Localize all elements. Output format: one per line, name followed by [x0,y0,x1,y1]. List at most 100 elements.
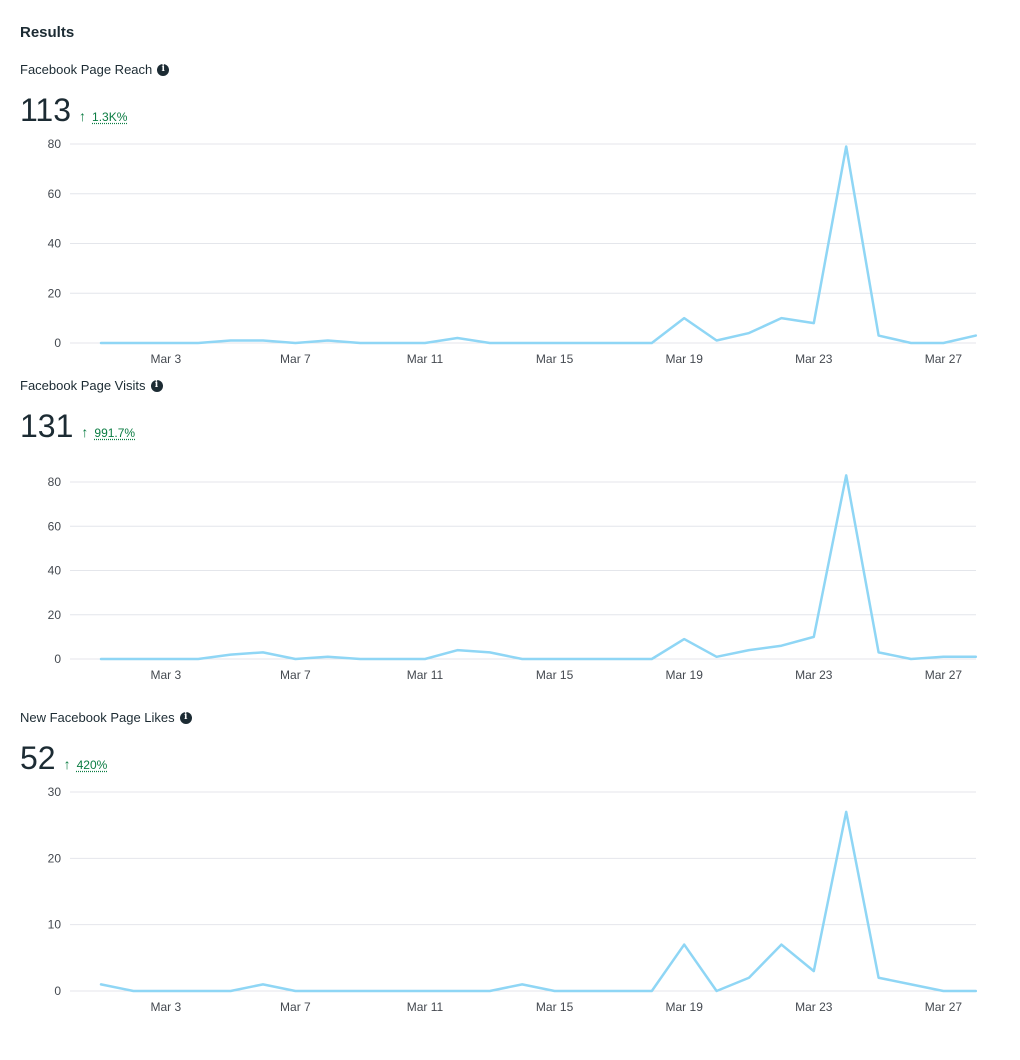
data-point[interactable] [973,654,979,660]
data-point[interactable] [487,649,493,655]
data-point[interactable] [876,333,882,339]
data-point[interactable] [487,340,493,346]
data-point[interactable] [584,656,590,662]
data-point[interactable] [519,340,525,346]
data-point[interactable] [422,340,428,346]
data-point[interactable] [746,647,752,653]
data-point[interactable] [228,338,234,344]
change-percent[interactable]: 991.7% [94,426,136,440]
data-point[interactable] [98,340,104,346]
data-point[interactable] [746,330,752,336]
data-point[interactable] [260,338,266,344]
data-point[interactable] [908,981,914,987]
data-point[interactable] [260,981,266,987]
data-point[interactable] [454,988,460,994]
data-point[interactable] [228,988,234,994]
data-point[interactable] [811,320,817,326]
data-point[interactable] [454,647,460,653]
data-point[interactable] [292,988,298,994]
data-point[interactable] [130,988,136,994]
data-point[interactable] [552,340,558,346]
data-point[interactable] [778,942,784,948]
data-point[interactable] [552,988,558,994]
data-point[interactable] [876,649,882,655]
data-point[interactable] [519,656,525,662]
data-point[interactable] [130,340,136,346]
data-point[interactable] [778,643,784,649]
data-point[interactable] [973,333,979,339]
data-point[interactable] [616,340,622,346]
data-point[interactable] [616,988,622,994]
data-point[interactable] [195,656,201,662]
data-point[interactable] [357,656,363,662]
data-point[interactable] [649,340,655,346]
data-point[interactable] [811,968,817,974]
data-point[interactable] [843,472,849,478]
x-tick-label: Mar 15 [536,1000,574,1014]
data-point[interactable] [260,649,266,655]
visits-line-chart[interactable]: 0 20 40 60 80 Mar 3 Mar 7 Mar 11 Mar 15 Mar 19 Mar… [0,450,1020,686]
data-point[interactable] [843,143,849,149]
reach-line-chart[interactable]: 0 20 40 60 80 Mar 3 Mar 7 Mar 11 Mar 15 Mar 19 Mar… [0,134,1020,370]
x-tick-label: Mar 3 [150,352,181,366]
change-percent[interactable]: 1.3K% [92,110,128,124]
data-point[interactable] [584,340,590,346]
data-point[interactable] [778,315,784,321]
data-point[interactable] [390,656,396,662]
data-point[interactable] [681,636,687,642]
data-point[interactable] [973,988,979,994]
data-point[interactable] [876,975,882,981]
data-point[interactable] [649,656,655,662]
x-tick-label: Mar 27 [925,352,963,366]
data-point[interactable] [649,988,655,994]
data-point[interactable] [98,981,104,987]
data-point[interactable] [746,975,752,981]
info-icon[interactable]: i [157,63,170,76]
data-point[interactable] [843,809,849,815]
data-point[interactable] [163,656,169,662]
data-point[interactable] [325,654,331,660]
data-point[interactable] [908,656,914,662]
data-point[interactable] [195,340,201,346]
data-point[interactable] [422,988,428,994]
data-point[interactable] [228,652,234,658]
data-point[interactable] [681,315,687,321]
data-point[interactable] [714,338,720,344]
data-point[interactable] [714,988,720,994]
data-point[interactable] [422,656,428,662]
info-icon[interactable]: i [179,711,192,724]
data-point[interactable] [714,654,720,660]
data-point[interactable] [454,335,460,341]
data-point[interactable] [357,340,363,346]
likes-line-chart[interactable]: 0 10 20 30 Mar 3 Mar 7 Mar 11 Mar 15 Mar 19 Mar 2… [0,782,1020,1018]
data-point[interactable] [681,942,687,948]
data-point[interactable] [357,988,363,994]
data-point[interactable] [519,981,525,987]
data-point[interactable] [163,988,169,994]
data-point[interactable] [616,656,622,662]
data-point[interactable] [163,340,169,346]
data-point[interactable] [325,988,331,994]
data-point[interactable] [325,338,331,344]
data-point[interactable] [292,340,298,346]
data-point[interactable] [811,634,817,640]
series-line[interactable] [99,474,978,661]
data-point[interactable] [940,988,946,994]
data-point[interactable] [487,988,493,994]
data-point[interactable] [584,988,590,994]
data-point[interactable] [940,654,946,660]
change-percent[interactable]: 420% [76,758,108,772]
series-line[interactable] [99,810,978,993]
data-point[interactable] [130,656,136,662]
data-point[interactable] [908,340,914,346]
data-point[interactable] [292,656,298,662]
series-line[interactable] [99,145,978,345]
data-point[interactable] [940,340,946,346]
data-point[interactable] [98,656,104,662]
data-point[interactable] [390,340,396,346]
data-point[interactable] [390,988,396,994]
data-point[interactable] [195,988,201,994]
data-point[interactable] [552,656,558,662]
x-tick-label: Mar 19 [666,352,704,366]
info-icon[interactable]: i [150,379,163,392]
